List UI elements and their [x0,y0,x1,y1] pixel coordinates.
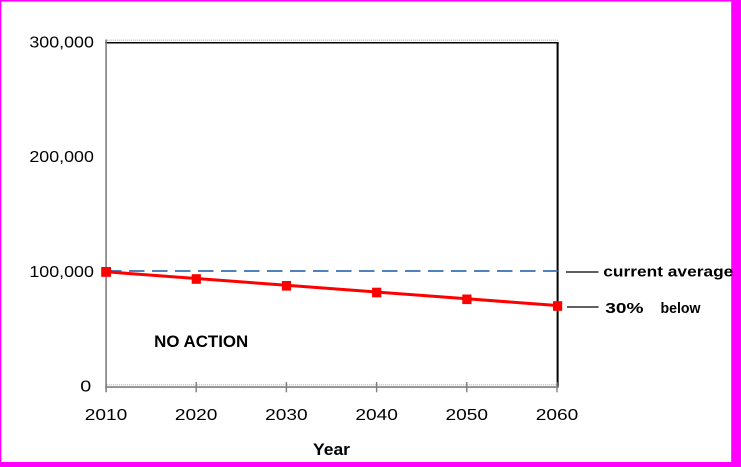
svg-text:100,000: 100,000 [29,264,94,281]
svg-text:current average: current average [603,264,733,281]
svg-text:200,000: 200,000 [29,149,94,166]
svg-text:2010: 2010 [85,407,128,424]
svg-text:2030: 2030 [265,407,308,424]
svg-text:30%: 30% [605,300,643,317]
svg-text:2040: 2040 [355,407,398,424]
svg-text:2060: 2060 [536,407,579,424]
svg-text:2020: 2020 [175,407,218,424]
svg-text:300,000: 300,000 [29,35,94,52]
svg-text:Year: Year [313,441,351,459]
svg-text:below: below [661,300,701,317]
svg-text:0: 0 [80,378,91,395]
svg-text:NO ACTION: NO ACTION [154,333,248,351]
svg-text:2050: 2050 [446,407,489,424]
